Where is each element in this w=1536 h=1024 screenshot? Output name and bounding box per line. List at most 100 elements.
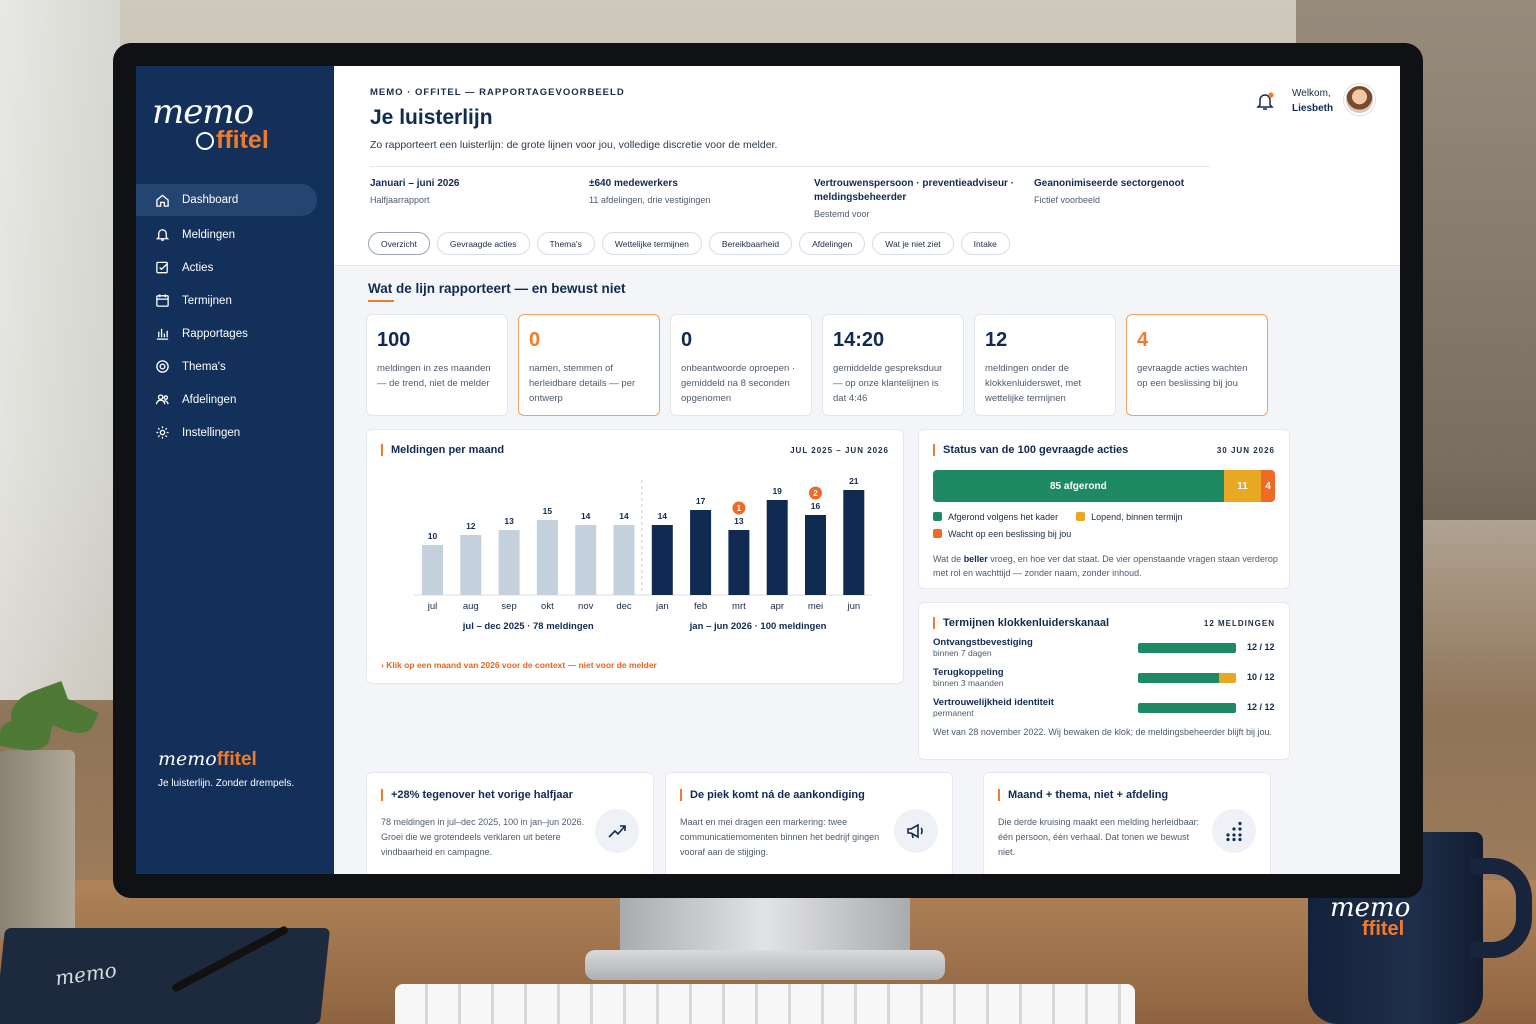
deadline-progress-fill <box>1138 673 1220 683</box>
deadline-name: Vertrouwelijkheid identiteit <box>933 697 1054 708</box>
user-name: Liesbeth <box>1292 103 1334 114</box>
insight-title: De piek komt ná de aankondiging <box>680 789 865 801</box>
deadline-name: Ontvangstbevestiging <box>933 637 1033 648</box>
mug-handle <box>1470 858 1532 958</box>
deadline-row: Vertrouwelijkheid identiteit permanent 1… <box>933 697 1278 718</box>
deadline-value: 12 / 12 <box>1247 702 1275 712</box>
kpi-card-meldingen[interactable]: 100 meldingen in zes maanden — de trend,… <box>366 314 508 416</box>
status-legend: Afgerond volgens het kader Lopend, binne… <box>933 512 1183 522</box>
insight-card-privacy[interactable]: Maand + thema, niet + afdeling Die derde… <box>983 772 1271 874</box>
tab-themas[interactable]: Thema's <box>536 232 595 255</box>
meta-sub: Fictief voorbeeld <box>1034 195 1101 205</box>
status-segment[interactable]: 85 afgerond <box>933 470 1224 502</box>
meta-title: Geanonimiseerde sectorgenoot <box>1034 178 1185 189</box>
tab-bereikbaarheid[interactable]: Bereikbaarheid <box>708 232 793 255</box>
sidebar-brand-sub: ffitel <box>216 749 257 770</box>
chart-bar[interactable] <box>651 525 673 595</box>
kpi-label: meldingen onder de klokkenluiderswet, me… <box>985 363 1082 404</box>
gear-icon <box>154 425 170 441</box>
chart-note[interactable]: › Klik op een maand van 2026 voor de con… <box>381 660 657 670</box>
tab-wettelijke-termijnen[interactable]: Wettelijke termijnen <box>601 232 702 255</box>
kpi-card-namen[interactable]: 0 namen, stemmen of herleidbare details … <box>518 314 660 416</box>
sidebar: memo ffitel Dashboard Meldingen Acties T… <box>136 66 334 874</box>
keyboard <box>395 984 1135 1024</box>
status-segment[interactable]: 11 <box>1223 470 1262 502</box>
kpi-label: namen, stemmen of herleidbare details — … <box>529 363 636 404</box>
monitor-stand-base <box>585 950 945 980</box>
kpi-label: gevraagde acties wachten op een beslissi… <box>1137 363 1248 389</box>
sidebar-item-label: Afdelingen <box>182 393 237 406</box>
chart-value-label: 19 <box>772 486 782 496</box>
deadline-title: Termijnen klokkenluiderskanaal <box>933 617 1109 629</box>
deadline-progress <box>1138 643 1236 653</box>
tab-gevraagde-acties[interactable]: Gevraagde acties <box>436 232 530 255</box>
sidebar-item-afdelingen[interactable]: Afdelingen <box>136 383 334 416</box>
tab-wat-je-niet-ziet[interactable]: Wat je niet ziet <box>872 232 954 255</box>
sidebar-item-rapportages[interactable]: Rapportages <box>136 317 334 350</box>
sidebar-item-label: Acties <box>182 261 214 274</box>
insight-text: 78 meldingen in jul–dec 2025, 100 in jan… <box>381 817 585 857</box>
chart-tick-label: okt <box>541 601 554 612</box>
kpi-card-klokkenluiders[interactable]: 12 meldingen onder de klokkenluiderswet,… <box>974 314 1116 416</box>
chart-marker-label: 1 <box>737 504 742 513</box>
chart-marker <box>809 486 822 500</box>
chart-bar[interactable] <box>766 500 788 595</box>
kpi-value: 0 <box>529 329 541 351</box>
chart-value-label: 12 <box>466 521 476 531</box>
chart-bar[interactable] <box>805 515 826 595</box>
sidebar-item-themas[interactable]: Thema's <box>136 350 334 383</box>
chart-value-label: 16 <box>811 501 821 511</box>
sidebar-nav: Dashboard Meldingen Acties Termijnen Rap… <box>136 184 334 449</box>
logo-sub-text: ffitel <box>216 126 269 154</box>
kpi-card-gespreksduur[interactable]: 14:20 gemiddelde gespreksduur — op onze … <box>822 314 964 416</box>
tab-overzicht[interactable]: Overzicht <box>368 232 430 255</box>
sidebar-item-acties[interactable]: Acties <box>136 251 334 284</box>
chart-bar <box>575 525 597 595</box>
deadline-desc: permanent <box>933 708 974 718</box>
legend-item: Lopend, binnen termijn <box>1076 512 1183 522</box>
page-subtitle: Zo rapporteert een luisterlijn: de grote… <box>370 139 778 151</box>
chart-value-label: 10 <box>428 531 438 541</box>
sidebar-item-instellingen[interactable]: Instellingen <box>136 416 334 449</box>
chart-bar <box>536 520 558 595</box>
sidebar-item-termijnen[interactable]: Termijnen <box>136 284 334 317</box>
tab-afdelingen[interactable]: Afdelingen <box>799 232 866 255</box>
grid-dots-icon <box>1212 809 1256 853</box>
plant-pot <box>0 750 75 940</box>
smile-icon <box>196 132 214 150</box>
deadline-value: 12 / 12 <box>1247 642 1275 652</box>
meta-title: ±640 medewerkers <box>589 178 678 189</box>
deadline-progress-pending <box>1219 673 1236 683</box>
deadline-progress <box>1138 673 1236 683</box>
legend-item: Wacht op een beslissing bij jou <box>933 529 1071 539</box>
insight-card-growth[interactable]: +28% tegenover het vorige halfjaar 78 me… <box>366 772 654 874</box>
legend-label: Wacht op een beslissing bij jou <box>948 529 1072 539</box>
insight-card-peak[interactable]: De piek komt ná de aankondiging Maart en… <box>665 772 953 874</box>
sidebar-brand-main: memo <box>158 748 217 770</box>
kpi-card-gevraagde-acties[interactable]: 4 gevraagde acties wachten op een beslis… <box>1126 314 1268 416</box>
status-text-post: vroeg, en hoe ver dat staat. De vier ope… <box>933 554 1278 578</box>
status-text-pre: Wat de <box>933 554 964 564</box>
kpi-value: 4 <box>1137 329 1149 351</box>
sidebar-item-meldingen[interactable]: Meldingen <box>136 218 334 251</box>
status-segment[interactable]: 4 <box>1261 470 1275 502</box>
sidebar-item-dashboard[interactable]: Dashboard <box>136 184 317 216</box>
kpi-value: 100 <box>377 329 411 351</box>
chart-bar[interactable] <box>728 530 750 595</box>
chart-bar[interactable] <box>690 510 712 595</box>
chart-value-label: 14 <box>619 511 629 521</box>
meta-sub: 11 afdelingen, drie vestigingen <box>589 195 711 205</box>
legend-swatch <box>933 512 942 521</box>
status-title: Status van de 100 gevraagde acties <box>933 444 1128 456</box>
chart-tick-label: aug <box>463 601 479 612</box>
chart-tick-label: jun <box>846 601 860 612</box>
bell-icon <box>154 227 170 243</box>
chart-bar[interactable] <box>843 490 865 595</box>
calendar-icon <box>154 293 170 309</box>
tab-intake[interactable]: Intake <box>960 232 1010 255</box>
notification-bell-icon[interactable] <box>1254 90 1276 117</box>
avatar[interactable] <box>1344 84 1375 115</box>
legend-swatch <box>933 529 942 538</box>
kpi-card-oproepen[interactable]: 0 onbeantwoorde oproepen · gemiddeld na … <box>670 314 812 416</box>
chart-tick-label: mrt <box>732 601 746 612</box>
